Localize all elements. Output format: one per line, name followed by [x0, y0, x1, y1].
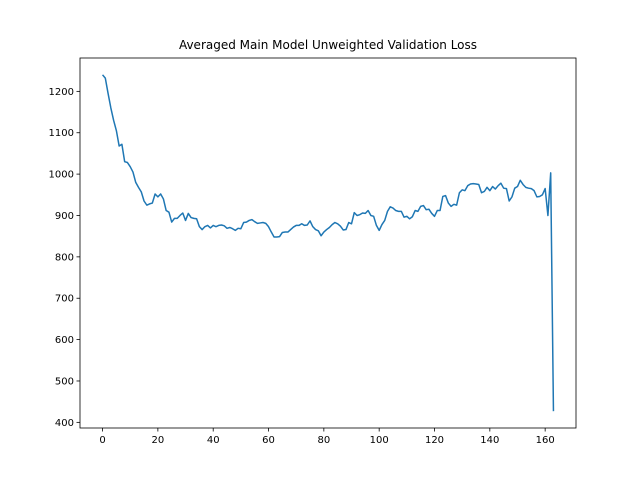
x-tick-label: 160 [536, 435, 555, 446]
axes-frame [79, 57, 577, 429]
y-tick-label: 1100 [49, 128, 74, 139]
x-tick-label: 80 [317, 435, 330, 446]
y-tick-label: 800 [55, 252, 74, 263]
y-tick-label: 1200 [49, 87, 74, 98]
x-tick-label: 120 [425, 435, 444, 446]
y-tick-label: 400 [55, 418, 74, 429]
line-series [101, 74, 555, 412]
y-tick-label: 500 [55, 376, 74, 387]
chart-title: Averaged Main Model Unweighted Validatio… [179, 38, 477, 52]
y-tick-label: 1000 [49, 170, 74, 181]
x-tick-label: 20 [152, 435, 165, 446]
x-tick-label: 40 [207, 435, 220, 446]
y-tick-label: 600 [55, 335, 74, 346]
x-tick-label: 100 [370, 435, 389, 446]
y-tick-label: 900 [55, 211, 74, 222]
x-tick-label: 0 [99, 435, 105, 446]
x-tick-label: 60 [262, 435, 275, 446]
y-tick-label: 700 [55, 294, 74, 305]
x-tick-label: 140 [480, 435, 499, 446]
